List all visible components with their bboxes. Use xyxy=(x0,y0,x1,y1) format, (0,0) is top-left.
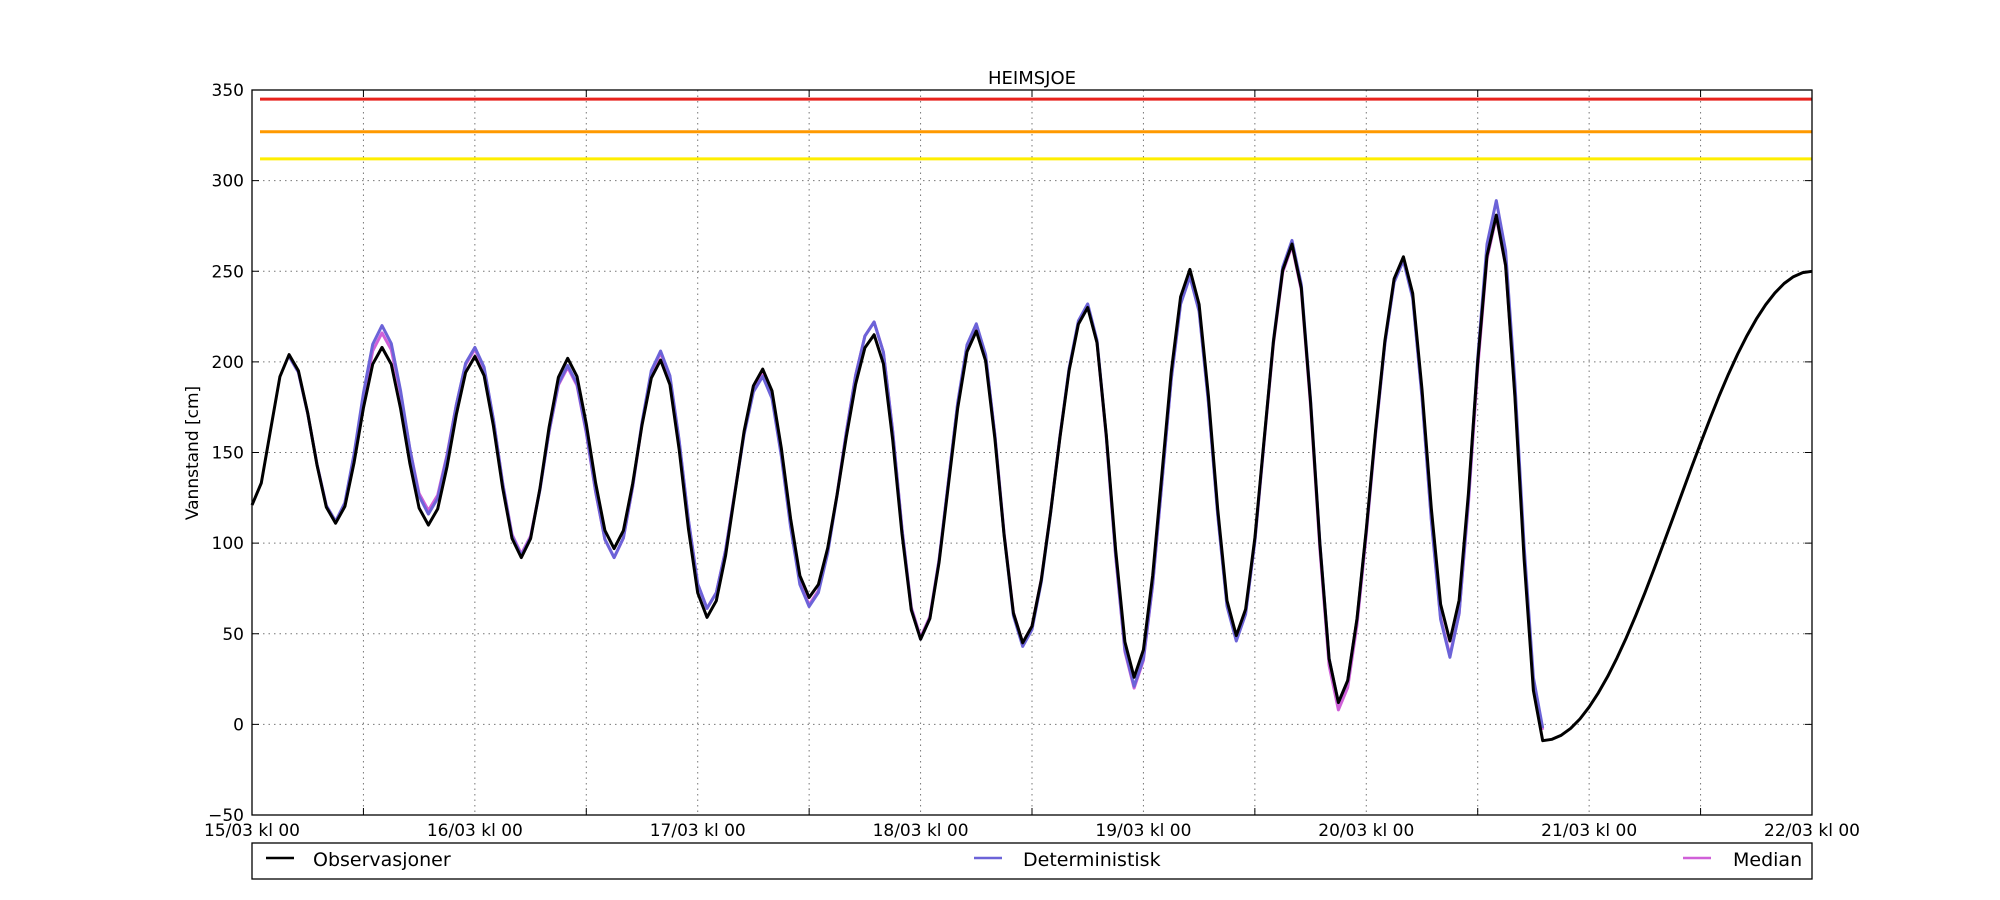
y-axis-label: Vannstand [cm] xyxy=(183,386,203,520)
y-tick-label: 50 xyxy=(222,625,244,645)
y-tick-label: −50 xyxy=(208,806,244,826)
legend-label-median: Median xyxy=(1733,849,1802,871)
x-tick-labels: 15/03 kl 00 16/03 kl 00 17/03 kl 00 18/03 k… xyxy=(204,821,1860,841)
y-tick-label: 300 xyxy=(212,172,244,192)
y-tick-label: 150 xyxy=(212,444,244,464)
x-tick-label: 17/03 kl 00 xyxy=(650,821,746,841)
legend-label-observasjoner: Observasjoner xyxy=(313,849,451,871)
x-tick-label: 15/03 kl 00 xyxy=(204,821,300,841)
series-lines xyxy=(250,199,1813,743)
legend: Observasjoner Deterministisk Median xyxy=(251,842,1813,880)
y-tick-label: 200 xyxy=(212,353,244,373)
x-tick-label: 19/03 kl 00 xyxy=(1095,821,1191,841)
grid xyxy=(252,90,1812,815)
x-tick-label: 20/03 kl 00 xyxy=(1318,821,1414,841)
y-tick-label: 350 xyxy=(212,81,244,101)
series-line-observasjoner xyxy=(250,213,1813,743)
threshold-lines xyxy=(260,97,1812,161)
y-tick-label: 250 xyxy=(212,262,244,282)
x-tick-label: 16/03 kl 00 xyxy=(427,821,523,841)
x-tick-label: 22/03 kl 00 xyxy=(1764,821,1860,841)
legend-frame xyxy=(251,842,1813,880)
y-tick-label: 0 xyxy=(233,715,244,735)
chart-title: HEIMSJOE xyxy=(988,68,1076,89)
axis-ticks xyxy=(252,89,1812,816)
y-tick-label: 100 xyxy=(212,534,244,554)
legend-label-deterministisk: Deterministisk xyxy=(1023,849,1161,871)
x-tick-label: 18/03 kl 00 xyxy=(873,821,969,841)
x-tick-label: 21/03 kl 00 xyxy=(1541,821,1637,841)
y-tick-labels: −50 0 50 100 150 200 250 300 350 xyxy=(208,81,244,826)
